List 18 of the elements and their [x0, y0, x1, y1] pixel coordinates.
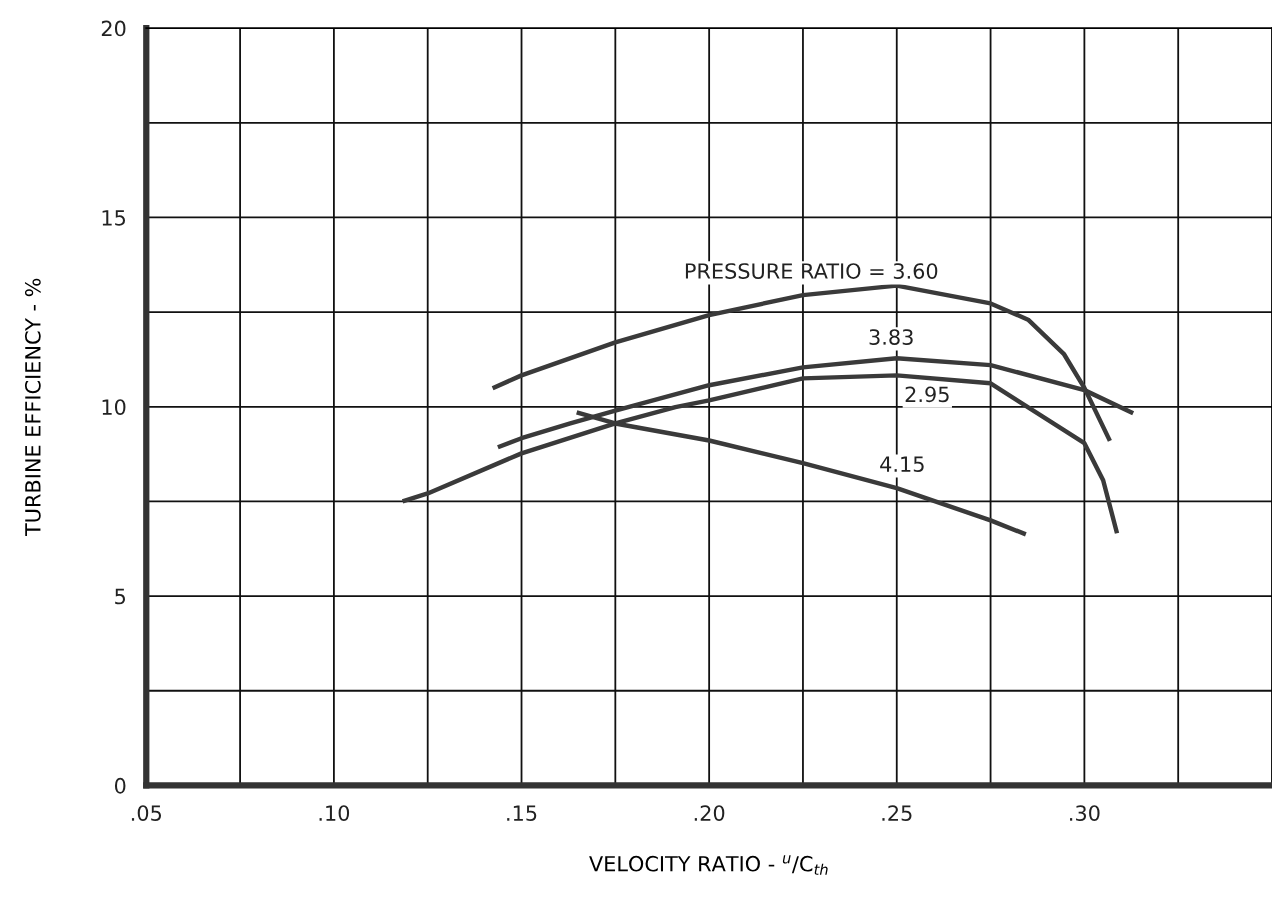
series-label: 3.83 [869, 329, 913, 345]
x-tick-label: .15 [507, 805, 537, 821]
x-tick-label: .10 [319, 805, 350, 821]
series-label: 2.95 [905, 386, 949, 403]
x-axis-title: VELOCITY RATIO - $^{u}$/C$_{th}$ [589, 855, 828, 875]
x-tick-label: .20 [694, 805, 725, 821]
y-axis-title: TURBINE EFFICIENCY - % [24, 278, 41, 537]
series-label: PRESSURE RATIO = 3.60 [685, 263, 938, 279]
line-series [400, 373, 1120, 536]
y-tick-label: 15 [102, 210, 126, 226]
y-tick-label: 0 [114, 777, 126, 794]
y-tick-label: 20 [101, 20, 126, 37]
x-tick-label: .25 [882, 805, 912, 821]
series-label: 4.15 [880, 456, 924, 473]
x-tick-label: .05 [131, 805, 162, 821]
y-tick-label: 5 [115, 588, 126, 605]
y-tick-label: 10 [102, 399, 126, 415]
x-tick-label: .30 [1070, 805, 1100, 821]
